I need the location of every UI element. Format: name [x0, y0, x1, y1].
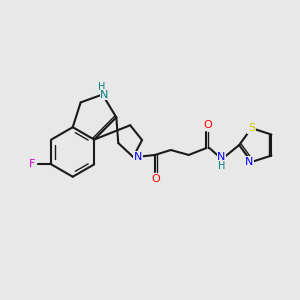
Text: S: S [248, 123, 255, 133]
Text: N: N [100, 89, 109, 100]
Text: N: N [245, 157, 254, 167]
Text: H: H [98, 82, 105, 92]
Text: H: H [218, 161, 225, 171]
Text: N: N [217, 152, 226, 162]
Text: F: F [29, 159, 36, 170]
Text: O: O [203, 120, 212, 130]
Text: O: O [152, 174, 160, 184]
Text: N: N [134, 152, 142, 162]
